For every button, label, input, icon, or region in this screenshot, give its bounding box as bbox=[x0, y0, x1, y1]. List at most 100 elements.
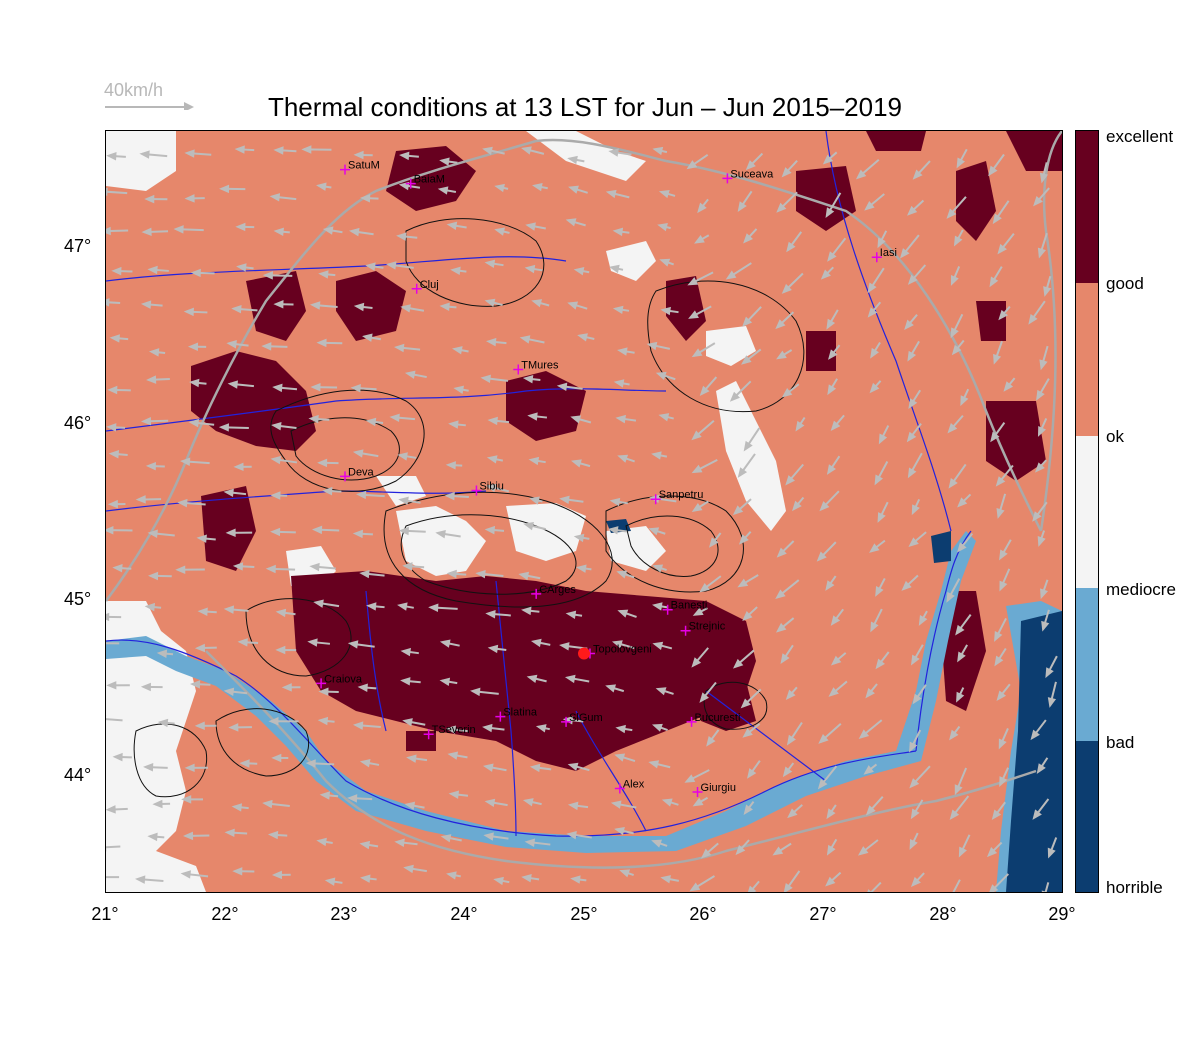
city-label: CArges bbox=[539, 584, 576, 596]
wind-arrowhead-icon bbox=[652, 641, 664, 650]
wind-arrowhead-icon bbox=[951, 344, 962, 356]
wind-reference: 40km/h bbox=[104, 80, 214, 110]
wind-arrowhead-icon bbox=[732, 658, 744, 669]
wind-arrowhead-icon bbox=[857, 846, 869, 856]
wind-arrowhead-icon bbox=[446, 569, 457, 579]
wind-arrowhead-icon bbox=[906, 431, 917, 443]
wind-arrowhead-icon bbox=[689, 882, 701, 892]
wind-arrowhead-icon bbox=[347, 640, 359, 649]
wind-arrowhead-icon bbox=[729, 391, 740, 402]
wind-arrowhead-icon bbox=[651, 451, 662, 460]
wind-arrowhead-icon bbox=[783, 882, 793, 892]
wind-arrowhead-icon bbox=[394, 838, 405, 847]
wind-arrowhead-icon bbox=[830, 615, 841, 626]
wind-arrowhead-icon bbox=[997, 243, 1007, 255]
wind-arrowhead-icon bbox=[318, 687, 329, 696]
wind-arrowhead-icon bbox=[525, 222, 536, 231]
wind-arrowhead-icon bbox=[267, 830, 279, 840]
wind-arrowhead-icon bbox=[349, 227, 360, 237]
wind-arrowhead-icon bbox=[826, 844, 836, 856]
wind-arrowhead-icon bbox=[828, 349, 838, 360]
wind-arrowhead-icon bbox=[232, 867, 243, 876]
wind-arrowhead-icon bbox=[237, 638, 248, 647]
wind-arrowhead-icon bbox=[708, 537, 719, 548]
wind-arrowhead-icon bbox=[439, 302, 450, 311]
wind-arrowhead-icon bbox=[567, 155, 578, 165]
wind-arrowhead-icon bbox=[273, 227, 284, 237]
wind-arrowhead-icon bbox=[482, 146, 493, 155]
wind-arrowhead-icon bbox=[955, 624, 965, 636]
wind-arrowhead-icon bbox=[609, 264, 620, 274]
city-label: Cluj bbox=[420, 279, 439, 291]
city-label: Craiova bbox=[324, 673, 363, 685]
wind-arrowhead-icon bbox=[825, 876, 836, 887]
wind-arrowhead-icon bbox=[742, 728, 753, 738]
wind-arrowhead-icon bbox=[188, 418, 200, 428]
wind-arrowhead-icon bbox=[218, 423, 230, 432]
wind-arrowhead-icon bbox=[954, 784, 963, 796]
wind-arrowhead-icon bbox=[989, 276, 999, 288]
colorbar-excellent-segment bbox=[1076, 131, 1098, 283]
wind-arrowhead-icon bbox=[145, 461, 156, 471]
city-label: Bucuresti bbox=[695, 712, 741, 724]
wind-arrowhead-icon bbox=[605, 189, 617, 199]
wind-arrowhead-icon bbox=[271, 753, 282, 763]
wind-arrowhead-icon bbox=[147, 529, 158, 538]
wind-arrowhead-icon bbox=[904, 319, 914, 331]
wind-reference-arrow-icon bbox=[105, 102, 194, 110]
wind-arrowhead-icon bbox=[740, 698, 751, 709]
wind-arrowhead-icon bbox=[317, 716, 329, 726]
wind-arrowhead-icon bbox=[531, 299, 543, 308]
wind-arrowhead-icon bbox=[993, 353, 1002, 365]
lon-label-23: 23° bbox=[330, 904, 358, 924]
wind-arrowhead-icon bbox=[352, 529, 363, 539]
wind-arrowhead-icon bbox=[190, 268, 201, 278]
wind-arrowhead-icon bbox=[559, 642, 570, 651]
wind-arrowhead-icon bbox=[865, 805, 876, 816]
wind-arrowhead-icon bbox=[899, 248, 910, 259]
wind-arrowhead-icon bbox=[564, 674, 576, 684]
wind-arrowhead-icon bbox=[614, 826, 625, 836]
wind-arrowhead-icon bbox=[135, 875, 146, 884]
wind-arrowhead-icon bbox=[817, 778, 828, 790]
wind-arrowhead-icon bbox=[398, 526, 409, 536]
lon-label-24: 24° bbox=[450, 904, 478, 924]
wind-arrowhead-icon bbox=[400, 304, 411, 313]
city-marker-icon bbox=[423, 729, 434, 740]
wind-arrowhead-icon bbox=[910, 654, 920, 666]
wind-arrowhead-icon bbox=[867, 307, 878, 318]
wind-arrowhead-icon bbox=[785, 689, 796, 700]
wind-arrowhead-icon bbox=[197, 607, 208, 616]
wind-arrowhead-icon bbox=[999, 549, 1008, 561]
wind-arrowhead-icon bbox=[518, 571, 530, 581]
wind-arrowhead-icon bbox=[655, 687, 667, 696]
wind-arrowhead-icon bbox=[610, 800, 622, 809]
wind-arrowhead-icon bbox=[439, 677, 451, 687]
wind-arrowhead-icon bbox=[271, 421, 282, 431]
wind-arrowhead-icon bbox=[486, 337, 497, 347]
wind-arrowhead-icon bbox=[450, 266, 461, 276]
wind-arrowhead-icon bbox=[350, 384, 361, 393]
wind-arrowhead-icon bbox=[147, 832, 158, 842]
city-label: Iasi bbox=[880, 247, 897, 259]
wind-arrowhead-icon bbox=[309, 562, 320, 572]
wind-arrowhead-icon bbox=[988, 165, 998, 177]
wind-arrowhead-icon bbox=[878, 433, 888, 445]
wind-arrowhead-icon bbox=[448, 790, 460, 799]
wind-arrowhead-icon bbox=[994, 655, 1004, 667]
wind-arrowhead-icon bbox=[482, 763, 494, 772]
wind-arrowhead-icon bbox=[219, 184, 230, 194]
wind-arrowhead-icon bbox=[148, 348, 160, 357]
wind-arrowhead-icon bbox=[530, 638, 542, 648]
wind-arrowhead-icon bbox=[353, 302, 365, 312]
wind-arrowhead-icon bbox=[225, 528, 236, 538]
wind-arrowhead-icon bbox=[998, 738, 1007, 750]
wind-arrowhead-icon bbox=[577, 333, 588, 342]
wind-arrowhead-icon bbox=[576, 564, 587, 573]
wind-arrowhead-icon bbox=[918, 615, 928, 626]
wind-arrowhead-icon bbox=[607, 526, 619, 535]
wind-arrowhead-icon bbox=[527, 412, 538, 421]
contours bbox=[133, 218, 805, 798]
city-label: BaiaM bbox=[414, 174, 445, 186]
wind-arrowhead-icon bbox=[816, 551, 827, 562]
